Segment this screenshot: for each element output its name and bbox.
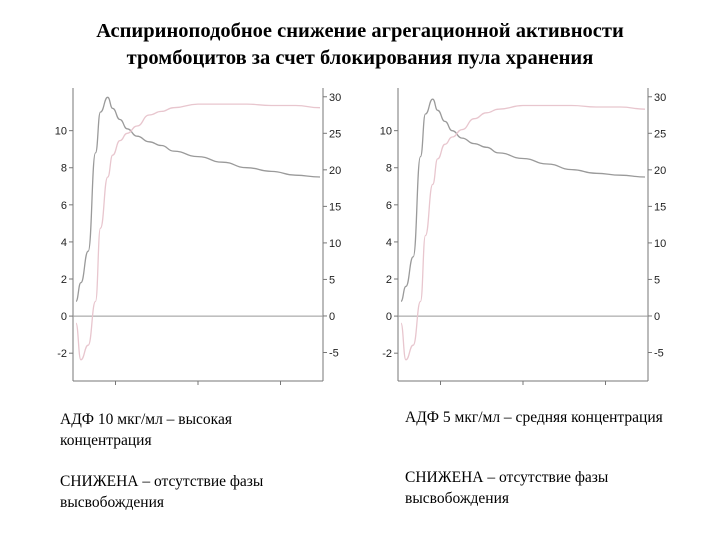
- left-tick-label: 4: [386, 237, 392, 249]
- right-tick-label: 10: [329, 238, 341, 250]
- left-tick-label: 2: [386, 274, 392, 286]
- right-tick-label: 0: [654, 311, 660, 323]
- aggregation-curve-left: [75, 96, 321, 302]
- caption-right-concentration: АДФ 5 мкг/мл – средняя концентрация: [405, 409, 663, 426]
- right-tick-label: -5: [654, 348, 664, 360]
- caption-left-result: СНИЖЕНА – отсутствие фазы высвобождения: [60, 473, 264, 511]
- left-tick-label: 10: [380, 126, 392, 138]
- left-tick-label: -2: [57, 348, 67, 360]
- release-curve-right: [400, 104, 646, 361]
- aggregation-chart-left: -2 0 2 4 6 8 10 -5 0 5 10 15 20 25 30: [55, 88, 341, 385]
- left-tick-label: 0: [61, 311, 67, 323]
- right-tick-label: 5: [329, 274, 335, 286]
- right-tick-label: -5: [329, 348, 339, 360]
- left-tick-label: 10: [55, 126, 67, 138]
- right-tick-label: 10: [654, 238, 666, 250]
- left-tick-label: 6: [386, 200, 392, 212]
- right-tick-label: 20: [329, 165, 341, 177]
- caption-right-result: СНИЖЕНА – отсутствие фазы высвобождения: [405, 469, 609, 507]
- right-tick-label: 25: [654, 128, 666, 140]
- left-tick-label: 6: [61, 200, 67, 212]
- left-tick-label: 8: [61, 163, 67, 175]
- left-tick-label: -2: [382, 348, 392, 360]
- aggregation-curve-right: [400, 98, 646, 302]
- aggregation-chart-right: -2 0 2 4 6 8 10 -5 0 5 10 15 20 25 30: [380, 88, 666, 385]
- right-tick-label: 20: [654, 165, 666, 177]
- right-tick-label: 15: [329, 201, 341, 213]
- left-tick-label: 2: [61, 274, 67, 286]
- right-tick-label: 25: [329, 128, 341, 140]
- right-tick-label: 0: [329, 311, 335, 323]
- right-tick-label: 5: [654, 274, 660, 286]
- caption-left-concentration: АДФ 10 мкг/мл – высокая концентрация: [60, 411, 232, 449]
- slide-title-line-1: Аспириноподобное снижение агрегационной …: [96, 20, 624, 42]
- slide-title: Аспириноподобное снижение агрегационной …: [0, 18, 720, 72]
- right-tick-label: 30: [654, 92, 666, 104]
- slide-title-line-2: тромбоцитов за счет блокирования пула хр…: [126, 47, 594, 69]
- left-tick-label: 8: [386, 163, 392, 175]
- right-tick-label: 15: [654, 201, 666, 213]
- right-tick-label: 30: [329, 92, 341, 104]
- release-curve-left: [75, 103, 321, 361]
- left-tick-label: 4: [61, 237, 67, 249]
- left-tick-label: 0: [386, 311, 392, 323]
